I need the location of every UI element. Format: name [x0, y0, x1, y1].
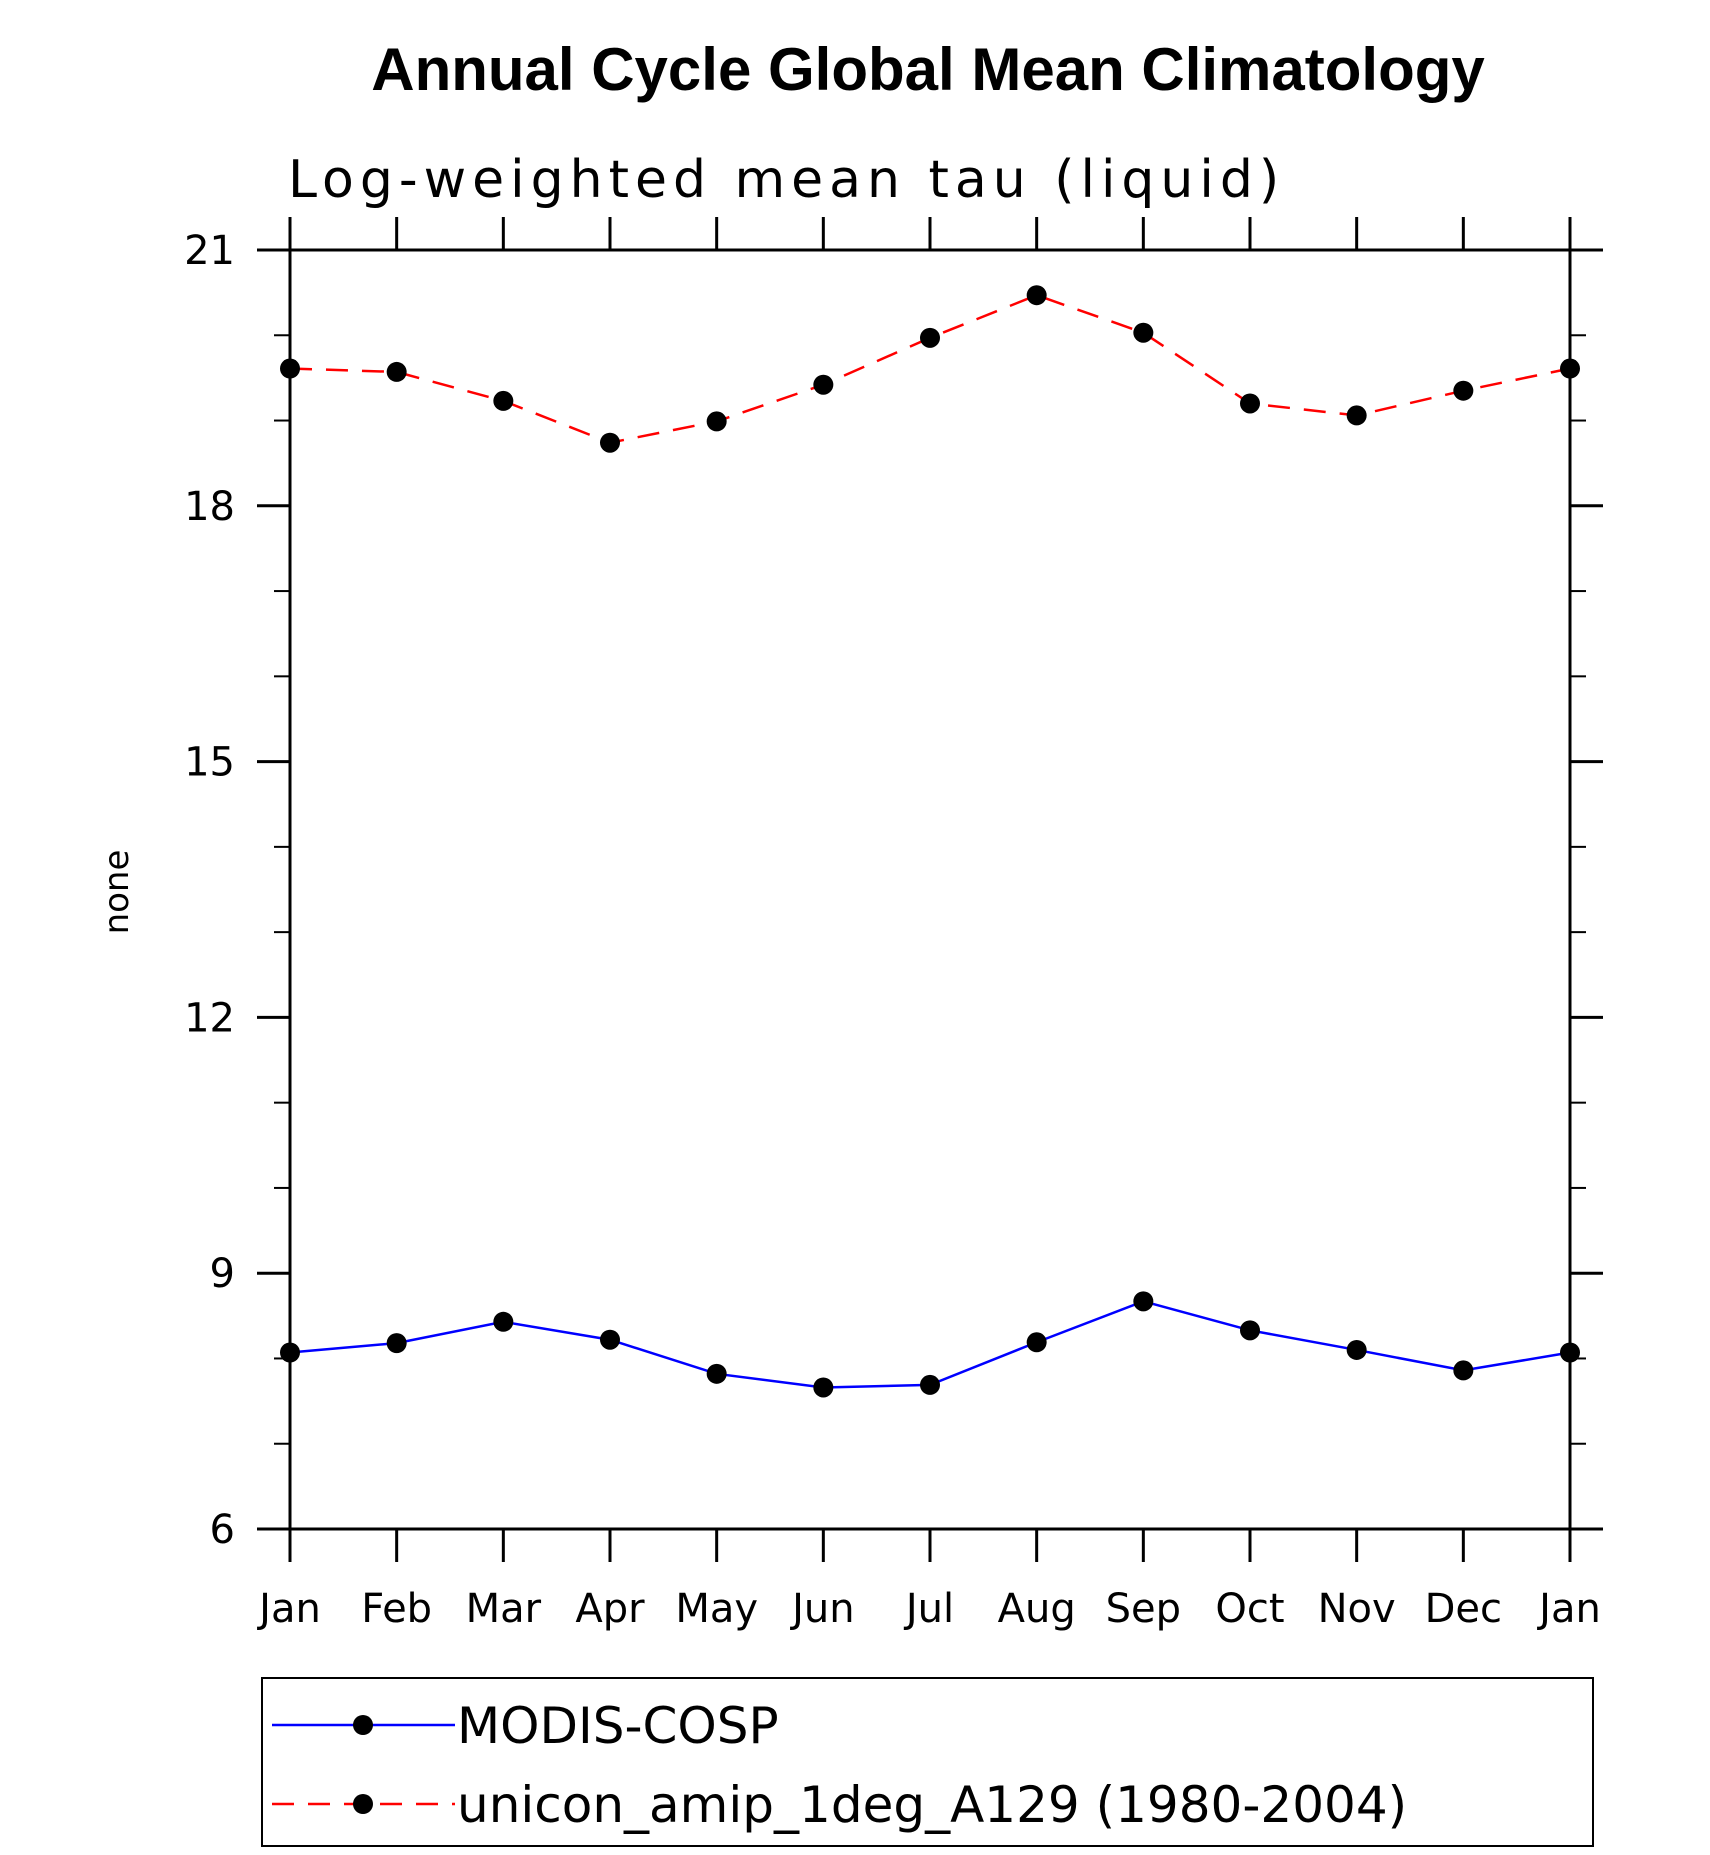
y-axis-label: none: [97, 850, 137, 935]
y-tick-label: 21: [184, 228, 235, 274]
x-tick-label: Aug: [998, 1586, 1076, 1632]
x-tick-label: Jul: [903, 1586, 954, 1632]
legend-label-1: unicon_amip_1deg_A129 (1980-2004): [457, 1776, 1407, 1834]
x-tick-label: Apr: [575, 1586, 645, 1632]
x-tick-label: Jan: [1536, 1586, 1601, 1632]
legend-label-0: MODIS-COSP: [457, 1697, 779, 1755]
data-point: [280, 358, 300, 379]
x-tick-label: Nov: [1318, 1586, 1396, 1632]
legend-box: [261, 1677, 1594, 1847]
x-tick-label: Dec: [1425, 1586, 1502, 1632]
data-point: [280, 1342, 300, 1363]
data-point: [1240, 1320, 1260, 1341]
data-point: [1453, 380, 1474, 401]
chart-subtitle: Log-weighted mean tau (liquid): [288, 150, 1285, 210]
data-point: [1346, 405, 1367, 426]
data-point: [1133, 1291, 1154, 1312]
data-point: [1560, 358, 1580, 379]
data-point: [1346, 1339, 1367, 1360]
y-tick-label: 15: [184, 740, 235, 786]
data-point: [706, 411, 727, 432]
x-tick-label: May: [675, 1586, 758, 1632]
data-point: [920, 327, 940, 348]
data-point: [1240, 393, 1260, 414]
data-point: [813, 1377, 834, 1398]
legend: MODIS-COSP unicon_amip_1deg_A129 (1980-20…: [272, 1697, 1407, 1834]
data-point: [600, 1329, 620, 1350]
data-point: [1026, 1332, 1047, 1353]
data-point: [706, 1363, 727, 1384]
data-point: [1453, 1360, 1474, 1381]
series-layer: [280, 285, 1580, 1398]
data-point: [600, 432, 620, 453]
series-line-0: [289, 1300, 1571, 1389]
y-tick-label: 6: [210, 1507, 235, 1553]
x-tick-label: Sep: [1106, 1586, 1181, 1632]
chart-title: Annual Cycle Global Mean Climatology: [371, 36, 1485, 103]
y-tick-label: 18: [184, 484, 235, 530]
data-point: [1133, 322, 1154, 343]
legend-marker: [353, 1794, 373, 1814]
data-point: [493, 390, 514, 411]
axis-ticks: [257, 217, 1603, 1562]
legend-marker: [353, 1715, 373, 1735]
data-point: [813, 374, 834, 395]
x-tick-labels: Jan Feb Mar Apr May Jun Jul Aug Sep Oct Nov Dec Jan: [256, 1586, 1601, 1632]
y-tick-label: 12: [184, 995, 235, 1041]
series-line-1: [289, 293, 1571, 445]
y-tick-labels: 6 9 12 15 18 21: [184, 228, 235, 1553]
data-point: [493, 1311, 514, 1332]
data-point: [386, 361, 407, 382]
x-tick-label: Mar: [466, 1586, 542, 1632]
data-point: [1560, 1342, 1580, 1363]
x-tick-label: Feb: [361, 1586, 432, 1632]
plot-frame: [288, 248, 1572, 1531]
x-tick-label: Jun: [789, 1586, 855, 1632]
x-tick-label: Jan: [256, 1586, 321, 1632]
y-tick-label: 9: [210, 1251, 235, 1297]
x-tick-label: Oct: [1215, 1586, 1284, 1632]
data-point: [920, 1374, 940, 1395]
data-point: [386, 1333, 407, 1354]
data-point: [1026, 285, 1047, 306]
